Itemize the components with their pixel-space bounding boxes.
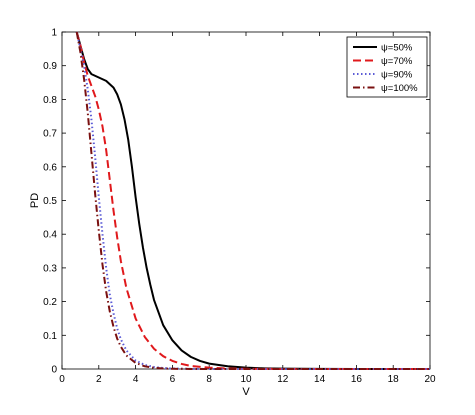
x-tick-label: 18 [388, 374, 400, 385]
y-tick-label: 0.9 [43, 61, 57, 72]
y-axis-label: PD [29, 193, 41, 208]
y-tick-label: 0.6 [43, 162, 57, 173]
y-tick-label: 0.5 [43, 196, 57, 207]
y-tick-label: 0.7 [43, 129, 57, 140]
y-tick-label: 0 [51, 365, 57, 376]
x-tick-label: 8 [206, 374, 212, 385]
legend: ψ=50% ψ=70% ψ=90% ψ=100% [346, 36, 428, 98]
legend-label-2: ψ=70% [381, 56, 413, 67]
y-tick-label: 0.3 [43, 263, 57, 274]
x-tick-label: 20 [424, 374, 436, 385]
series-line-3 [75, 31, 430, 370]
y-tick-label: 0.8 [43, 95, 57, 106]
x-tick-label: 2 [96, 374, 102, 385]
x-tick-label: 16 [351, 374, 363, 385]
x-axis-label: V [242, 386, 250, 398]
x-tick-label: 0 [59, 374, 65, 385]
y-tick-label: 1 [51, 28, 57, 39]
series-layer [75, 31, 430, 370]
axis-ticks: 0 2 4 6 8 10 12 14 16 18 20 0 0.1 0.2 0.3 0.4 0.5 0.6 0.7 0… [43, 28, 436, 386]
y-tick-label: 0.2 [43, 297, 57, 308]
y-tick-label: 0.1 [43, 331, 57, 342]
legend-label-3: ψ=90% [381, 70, 413, 81]
series-line-2 [75, 31, 430, 370]
x-tick-label: 12 [277, 374, 289, 385]
y-tick-label: 0.4 [43, 230, 57, 241]
legend-label-1: ψ=50% [381, 43, 413, 54]
x-tick-label: 14 [314, 374, 326, 385]
legend-label-4: ψ=100% [381, 83, 418, 94]
x-tick-label: 6 [170, 374, 176, 385]
x-tick-label: 10 [240, 374, 252, 385]
x-tick-label: 4 [133, 374, 139, 385]
